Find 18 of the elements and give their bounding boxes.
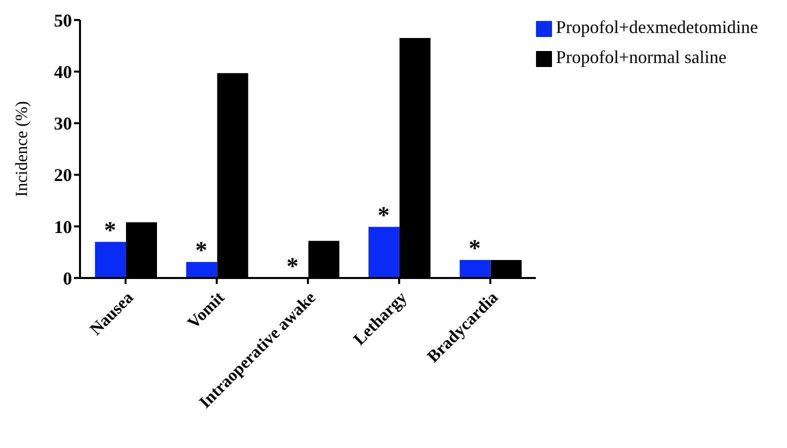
annotation: * bbox=[286, 254, 298, 280]
y-tick-label: 30 bbox=[54, 114, 72, 134]
y-tick-label: 0 bbox=[63, 268, 72, 288]
legend-label: Propofol+dexmedetomidine bbox=[556, 17, 758, 37]
bar bbox=[186, 262, 218, 278]
y-tick-label: 50 bbox=[54, 10, 72, 30]
y-tick-label: 10 bbox=[54, 216, 72, 237]
annotation: * bbox=[378, 202, 390, 229]
annotation: * bbox=[468, 236, 481, 262]
legend-label: Propofol+normal saline bbox=[556, 47, 726, 67]
y-axis-title: Incidence (%) bbox=[12, 101, 32, 197]
bar bbox=[368, 226, 400, 278]
annotation: * bbox=[195, 238, 208, 264]
y-tick-label: 40 bbox=[54, 62, 72, 82]
y-tick-label: 20 bbox=[54, 165, 72, 186]
bar bbox=[95, 242, 126, 278]
bar bbox=[460, 260, 491, 278]
annotation: * bbox=[104, 218, 116, 244]
